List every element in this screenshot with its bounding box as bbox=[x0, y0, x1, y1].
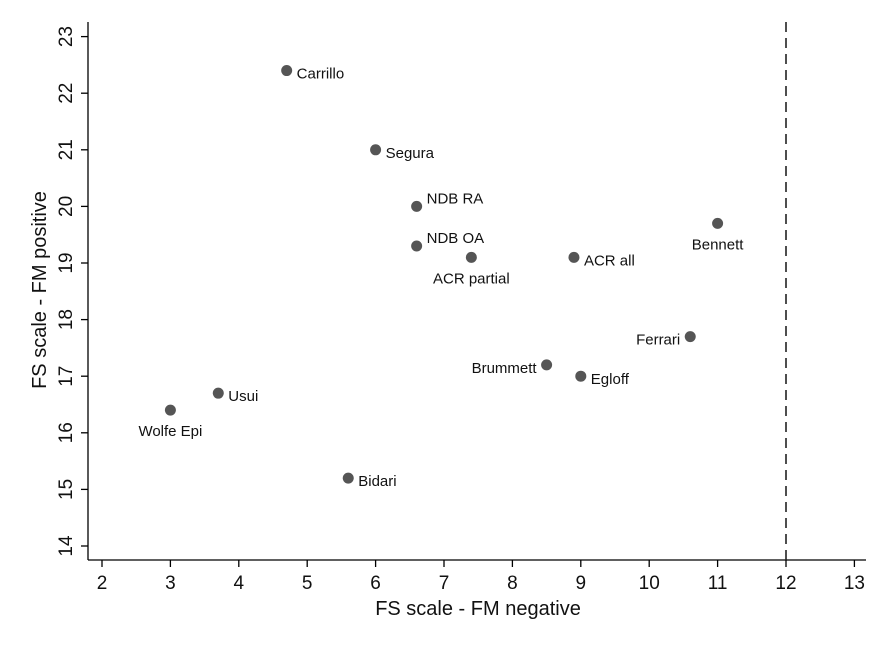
y-tick-label: 17 bbox=[56, 366, 77, 387]
y-tick-label: 16 bbox=[56, 422, 77, 443]
y-tick-label: 15 bbox=[56, 479, 77, 500]
point-label: Carrillo bbox=[297, 66, 345, 83]
data-point bbox=[370, 144, 382, 156]
x-tick-label: 11 bbox=[708, 573, 728, 594]
y-tick-label: 14 bbox=[56, 535, 77, 557]
x-tick-label: 6 bbox=[370, 573, 381, 594]
x-tick-label: 10 bbox=[639, 573, 660, 594]
x-tick-label: 13 bbox=[844, 573, 865, 594]
data-point bbox=[342, 472, 354, 484]
data-point bbox=[575, 370, 587, 382]
data-point bbox=[411, 240, 423, 252]
data-point bbox=[684, 331, 696, 343]
y-tick-label: 22 bbox=[56, 83, 77, 104]
x-tick-label: 5 bbox=[302, 573, 313, 594]
x-tick-label: 2 bbox=[97, 573, 108, 594]
point-label: ACR partial bbox=[433, 270, 510, 287]
data-point bbox=[541, 359, 553, 371]
y-tick-label: 19 bbox=[56, 252, 77, 273]
point-label: NDB RA bbox=[427, 190, 484, 207]
x-tick-label: 9 bbox=[576, 573, 587, 594]
y-axis-title: FS scale - FM positive bbox=[29, 191, 51, 389]
point-label: Bennett bbox=[692, 236, 745, 253]
data-point bbox=[568, 251, 580, 263]
data-point bbox=[281, 65, 293, 77]
point-label: Segura bbox=[386, 145, 435, 162]
data-point bbox=[164, 404, 176, 416]
y-tick-label: 18 bbox=[56, 309, 77, 330]
x-tick-label: 4 bbox=[234, 573, 245, 594]
point-label: Brummett bbox=[472, 360, 538, 377]
x-tick-label: 12 bbox=[775, 573, 796, 594]
data-points: Carrillo Segura NDB RA NDB OA ACR partial ACR… bbox=[138, 65, 744, 490]
data-point bbox=[212, 387, 224, 399]
point-label: Ferrari bbox=[636, 332, 680, 349]
point-label: Usui bbox=[228, 388, 258, 405]
point-label: Wolfe Epi bbox=[138, 423, 202, 440]
data-point bbox=[712, 217, 724, 229]
data-point bbox=[411, 200, 423, 212]
y-tick-label: 21 bbox=[56, 139, 77, 160]
y-tick-label: 23 bbox=[56, 26, 77, 47]
point-label: Bidari bbox=[358, 473, 396, 490]
y-tick-label: 20 bbox=[56, 196, 77, 217]
point-label: Egloff bbox=[591, 371, 630, 388]
x-tick-label: 7 bbox=[439, 573, 450, 594]
point-label: ACR all bbox=[584, 252, 635, 269]
x-axis-title: FS scale - FM negative bbox=[375, 598, 581, 620]
x-tick-label: 8 bbox=[507, 573, 518, 594]
data-point bbox=[465, 251, 477, 263]
x-tick-label: 3 bbox=[165, 573, 176, 594]
point-label: NDB OA bbox=[427, 230, 485, 247]
